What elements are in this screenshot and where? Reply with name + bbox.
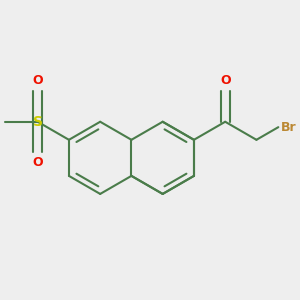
Text: O: O xyxy=(32,74,43,87)
Text: O: O xyxy=(220,74,230,87)
Text: O: O xyxy=(32,156,43,169)
Text: Br: Br xyxy=(281,121,296,134)
Text: S: S xyxy=(33,115,43,129)
